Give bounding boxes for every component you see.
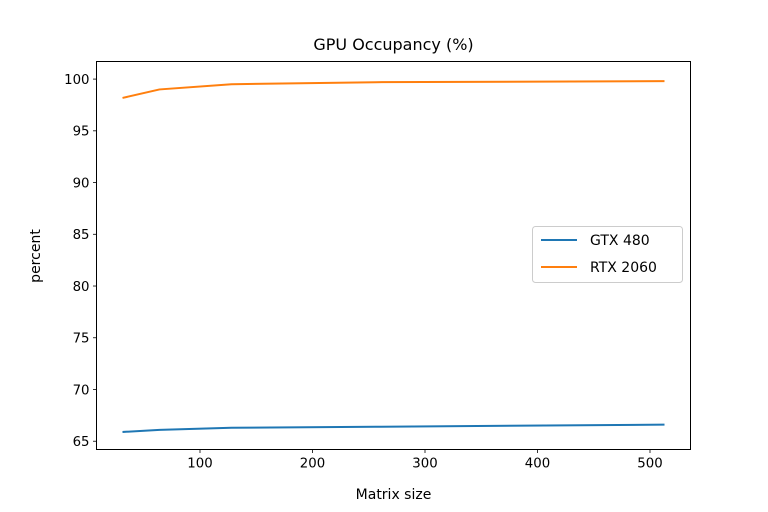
y-tick-label: 85	[73, 228, 90, 243]
x-tick-label: 200	[300, 457, 325, 472]
chart-title: GPU Occupancy (%)	[313, 35, 473, 54]
y-tick-label: 65	[73, 435, 90, 450]
y-tick-label: 95	[73, 125, 90, 140]
y-tick-label: 90	[73, 176, 90, 191]
x-tick-label: 300	[412, 457, 437, 472]
x-tick-label: 500	[637, 457, 662, 472]
x-tick-label: 100	[187, 457, 212, 472]
legend: GTX 480 RTX 2060	[532, 226, 683, 283]
ticks-layer: 100 200 300 400 500 65 70 75 80 85 90 95 100	[64, 73, 663, 472]
legend-label-rtx-2060: RTX 2060	[590, 260, 657, 276]
x-axis-title: Matrix size	[356, 487, 432, 503]
y-tick-label: 70	[73, 383, 90, 398]
y-axis-title: percent	[28, 229, 44, 283]
y-tick-label: 100	[64, 73, 89, 88]
series-line-gtx-480	[122, 423, 665, 433]
y-tick-label: 75	[73, 332, 90, 347]
legend-label-gtx-480: GTX 480	[590, 233, 650, 249]
x-tick-label: 400	[525, 457, 550, 472]
series-layer	[122, 80, 665, 433]
series-line-rtx-2060	[122, 80, 665, 99]
y-tick-label: 80	[73, 280, 90, 295]
plot-frame	[96, 61, 691, 450]
